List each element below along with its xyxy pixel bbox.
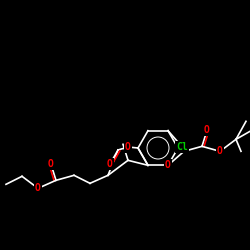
- Text: O: O: [125, 142, 131, 152]
- Text: O: O: [204, 125, 210, 135]
- Text: Cl: Cl: [176, 142, 188, 152]
- Text: O: O: [35, 183, 41, 193]
- Text: O: O: [107, 159, 113, 169]
- Text: O: O: [165, 160, 171, 170]
- Text: O: O: [217, 146, 223, 156]
- Text: O: O: [48, 159, 54, 169]
